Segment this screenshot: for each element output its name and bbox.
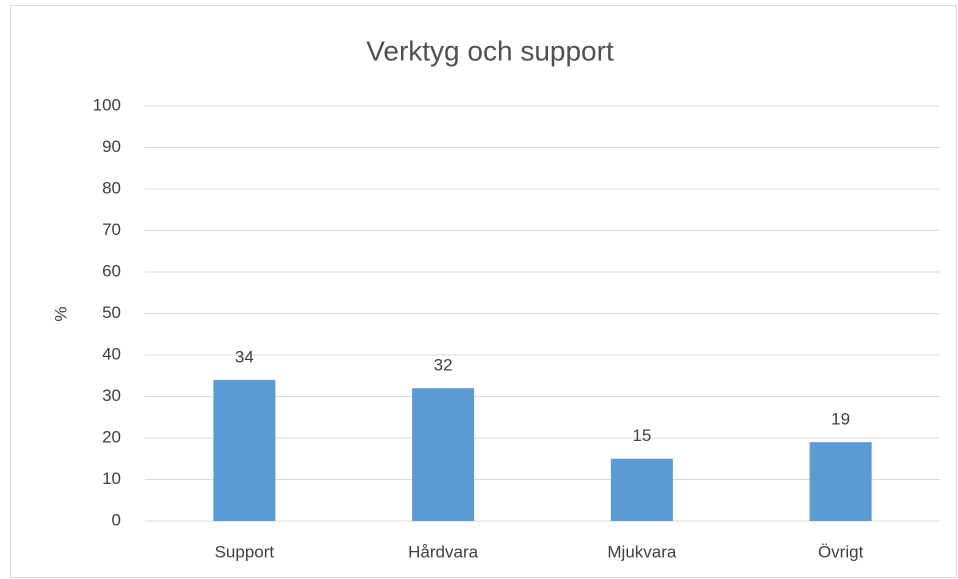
data-label: 19 — [831, 410, 850, 429]
data-label: 34 — [235, 347, 254, 366]
y-axis-label: % — [51, 306, 70, 321]
bar — [809, 442, 872, 521]
y-tick-label: 10 — [102, 469, 121, 488]
y-tick-label: 100 — [93, 95, 121, 114]
y-tick-label: 70 — [102, 220, 121, 239]
y-tick-label: 50 — [102, 303, 121, 322]
bar — [213, 379, 276, 521]
y-tick-label: 40 — [102, 344, 121, 363]
chart-border — [10, 5, 957, 578]
y-tick-label: 20 — [102, 427, 121, 446]
data-label: 32 — [434, 356, 453, 375]
x-tick-label: Övrigt — [818, 542, 864, 561]
x-tick-label: Hårdvara — [408, 542, 478, 561]
chart-title: Verktyg och support — [366, 35, 614, 66]
x-tick-label: Support — [215, 542, 275, 561]
bar — [412, 388, 475, 521]
y-tick-label: 0 — [112, 510, 121, 529]
y-tick-label: 30 — [102, 386, 121, 405]
bar — [610, 458, 673, 521]
data-label: 15 — [632, 426, 651, 445]
y-tick-label: 60 — [102, 261, 121, 280]
y-tick-label: 90 — [102, 137, 121, 156]
y-tick-label: 80 — [102, 178, 121, 197]
x-tick-label: Mjukvara — [607, 542, 677, 561]
